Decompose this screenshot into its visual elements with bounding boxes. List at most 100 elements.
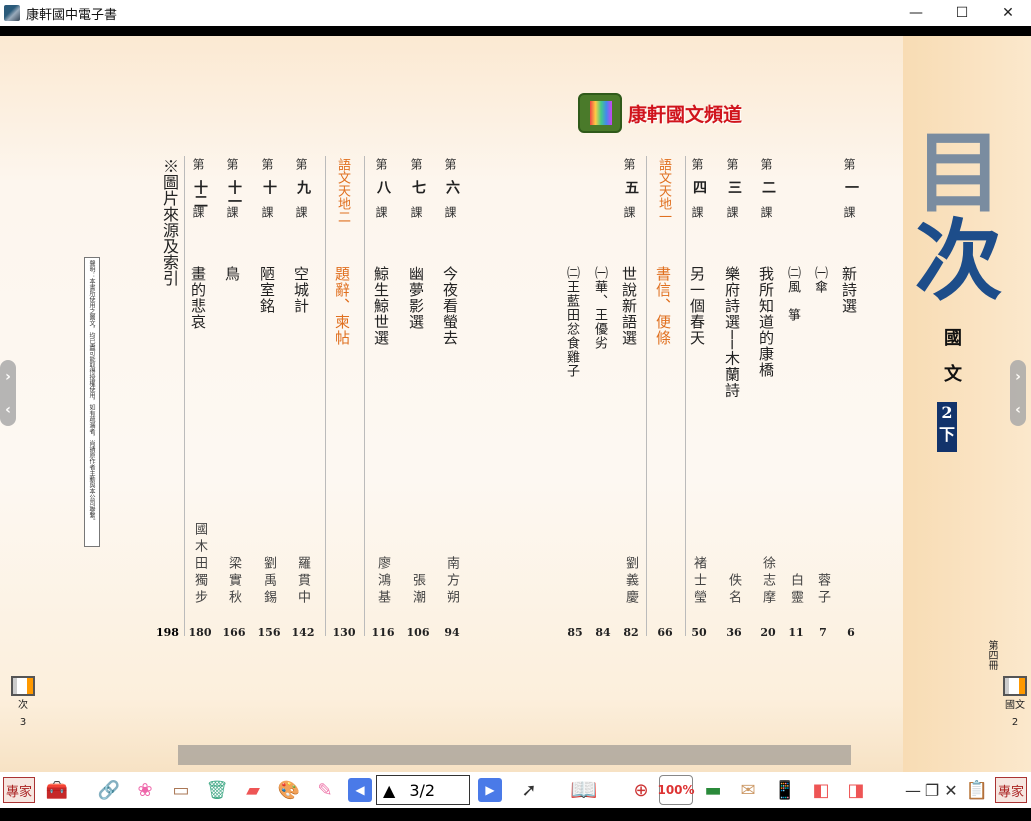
next-page-button[interactable]: ▶ [478,778,502,802]
minimize-toolbar-button[interactable]: — [905,780,921,800]
chevron-right-icon: › [5,368,11,385]
lesson-prefix: 第 [191,158,205,170]
entry-title[interactable]: 鳥 [223,266,241,282]
entry-title[interactable]: 我所知道的康橋 [757,266,775,378]
entry-title[interactable]: ㈡風 箏 [785,266,800,322]
page-indicator[interactable]: ▲ 3/2 [376,775,470,805]
restore-toolbar-button[interactable]: ❐ [924,780,940,800]
eraser-icon[interactable]: ▰ [246,779,260,801]
palette-icon[interactable]: 🎨 [277,779,301,801]
entry-author: 梁實秋 [226,556,241,607]
easel-icon[interactable]: ▭ [172,779,190,801]
pointer-icon[interactable]: ➚ [521,779,537,801]
toc-entry[interactable]: 第四課另一個春天 褚士瑩 50 [687,36,711,772]
minimize-button[interactable]: — [909,5,923,21]
entry-page: 82 [623,626,639,639]
lesson-prefix: 第 [260,158,274,170]
page-nav-left[interactable]: › ‹ [0,360,16,426]
lesson-prefix: 第 [443,158,457,170]
toolbox-icon[interactable]: 🧰 [45,779,69,801]
single-page-icon[interactable]: ◨ [847,779,865,801]
divider [646,156,647,636]
toc-entry[interactable]: 第七課幽夢影選 張潮 106 [406,36,430,772]
entry-title[interactable]: 題辭、柬帖 [333,266,351,346]
lesson-suffix: 課 [842,206,856,218]
entry-title[interactable]: ㈠傘 [812,266,827,294]
blackboard-icon[interactable]: ▬ [704,779,722,801]
double-page-icon[interactable]: ◧ [812,779,830,801]
toc-entry[interactable]: 第八課鯨生鯨世選 廖鴻基 116 [371,36,395,772]
toc-entry[interactable]: ㈠華、王優劣 84 [591,36,615,772]
entry-title[interactable]: ㈠華、王優劣 [592,266,607,350]
entry-page: 36 [726,626,742,639]
entry-title[interactable]: 畫的悲哀 [189,266,207,330]
entry-title[interactable]: ㈡王藍田忿食雞子 [564,266,579,378]
toc-entry[interactable]: ㈡王藍田忿食雞子 85 [563,36,587,772]
divider [325,156,326,636]
entry-title[interactable]: 今夜看螢去 [441,266,459,346]
entry-author: 劉義慶 [623,556,638,607]
toc-entry[interactable]: 第一課新詩選 6 [839,36,863,772]
clipboard-icon[interactable]: 📋 [965,779,989,801]
close-toolbar-button[interactable]: ✕ [944,780,958,800]
open-book-icon[interactable]: 📖 [570,777,598,803]
prev-page-button[interactable]: ◀ [348,778,372,802]
cover-strip [903,36,1031,772]
toc-entry[interactable]: 第十二課畫的悲哀 國木田獨步 180 [188,36,212,772]
book-icon [1003,676,1027,696]
maximize-button[interactable]: ☐ [955,5,969,21]
link-icon[interactable]: 🔗 [97,779,121,801]
expert-button-right[interactable]: 專家 [995,777,1027,803]
entry-author: 白靈 [788,573,803,607]
expert-button[interactable]: 專家 [3,777,35,803]
entry-title[interactable]: 鯨生鯨世選 [372,266,390,346]
toc-entry[interactable]: 語文天地二 題辭、柬帖 130 [332,36,356,772]
kangxuan-channel-logo[interactable]: 康軒國文頻道 [578,93,742,133]
notes-icon[interactable]: ✉ [740,779,756,801]
trash-icon[interactable]: 🗑 [205,779,229,801]
entry-title[interactable]: 樂府詩選──木蘭詩 [723,266,741,399]
entry-author: 褚士瑩 [691,556,706,607]
toc-entry[interactable]: 第三課樂府詩選──木蘭詩 佚名 36 [722,36,746,772]
entry-page: 7 [819,626,827,639]
appendix-title[interactable]: ※圖片來源及索引 [160,158,179,286]
entry-title[interactable]: 書信、便條 [654,266,672,346]
lesson-number: 四 [691,180,707,194]
lesson-suffix: 課 [225,206,239,218]
entry-author: 劉禹錫 [261,556,276,607]
toc-entry[interactable]: ㈠傘 蓉子 7 [811,36,835,772]
entry-title[interactable]: 新詩選 [840,266,858,314]
toc-entry[interactable]: 第五課世說新語選 劉義慶 82 [619,36,643,772]
entry-title[interactable]: 另一個春天 [688,266,706,346]
mobile-icon[interactable]: 📱 [773,779,797,801]
entry-page: 66 [657,626,673,639]
lesson-number: 二 [760,180,776,194]
left-page-corner[interactable]: 次 3 [8,676,38,728]
toc-entry[interactable]: 第六課今夜看螢去 南方朔 94 [440,36,464,772]
zoom-100-button[interactable]: 100% [657,775,695,805]
right-page-corner[interactable]: 國文 2 [1000,676,1030,728]
toc-entry[interactable]: 第十課陋室銘 劉禹錫 156 [257,36,281,772]
highlighter-icon[interactable]: ✎ [317,779,333,801]
lesson-number: 八 [375,180,391,194]
entry-title[interactable]: 陋室銘 [258,266,276,314]
entry-author: 羅貫中 [295,556,310,607]
entry-page: 6 [847,626,855,639]
toc-entry[interactable]: 第二課我所知道的康橋 徐志摩 20 [756,36,780,772]
entry-page: 50 [691,626,707,639]
entry-page: 11 [788,626,804,639]
zoom-in-icon[interactable]: ⊕ [633,779,649,801]
close-button[interactable]: ✕ [1002,5,1014,21]
toc-entry[interactable]: 第十一課鳥梁實秋 166 [222,36,246,772]
page-nav-right[interactable]: › ‹ [1010,360,1026,426]
toc-entry[interactable]: 第九課空城計 羅貫中 142 [291,36,315,772]
entry-title[interactable]: 空城計 [292,266,310,314]
entry-title[interactable]: 幽夢影選 [407,266,425,330]
toc-entry[interactable]: ㈡風 箏白靈 11 [784,36,808,772]
photo-gallery-icon[interactable]: ❀ [137,779,153,801]
divider [685,156,686,636]
page-scrollbar[interactable] [178,745,851,765]
toc-entry[interactable]: 語文天地一 書信、便條 66 [653,36,677,772]
copyright-notice: 聲明：本書所使用之圖文，均已盡可能取得授權使用，如有疏漏者，尚請原作者主動與本公… [84,257,100,547]
entry-title[interactable]: 世說新語選 [620,266,638,346]
